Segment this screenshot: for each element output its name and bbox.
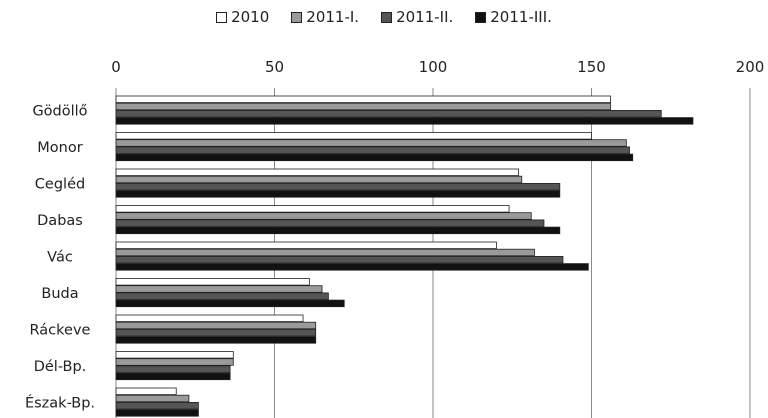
category-label-2: Cegléd (35, 176, 85, 192)
legend-swatch-2011-i (291, 11, 303, 23)
bar-1-0 (115, 132, 592, 140)
x-tick-label-150: 150 (577, 58, 606, 76)
bar-5-1 (115, 285, 323, 293)
bar-0-1 (115, 102, 611, 111)
category-label-6: Ráckeve (30, 322, 91, 338)
bar-4-2 (115, 255, 564, 264)
bar-6-0 (115, 314, 304, 322)
bar-5-3 (115, 299, 345, 308)
bar-6-2 (115, 328, 317, 337)
bar-2-2 (115, 182, 561, 191)
bar-1-1 (115, 139, 627, 147)
bar-3-0 (115, 205, 510, 213)
legend-label-2011-ii: 2011-II. (396, 8, 454, 26)
bar-8-3 (115, 409, 199, 417)
bar-4-3 (115, 263, 589, 271)
bar-6-3 (115, 336, 317, 344)
legend-swatch-2011-ii (381, 11, 393, 23)
legend-item-2011-ii: 2011-II. (381, 8, 453, 26)
x-tick-label-50: 50 (265, 58, 284, 76)
bar-8-1 (115, 394, 190, 403)
bar-1-2 (115, 146, 630, 154)
bar-5-2 (115, 292, 329, 300)
bar-4-0 (115, 241, 497, 249)
legend-label-2011-i: 2011-I. (306, 8, 360, 26)
x-tick-label-200: 200 (736, 58, 765, 76)
bar-2-0 (115, 168, 519, 176)
x-tick-label-0: 0 (111, 58, 121, 76)
bar-8-2 (115, 401, 199, 410)
bar-7-0 (115, 351, 234, 359)
bar-8-0 (115, 387, 177, 395)
bar-4-1 (115, 248, 535, 257)
legend-swatch-2010 (216, 11, 228, 23)
legend-swatch-2011-iii (475, 11, 487, 23)
legend-item-2011-i: 2011-I. (291, 8, 359, 26)
legend-label-2011-iii: 2011-III. (490, 8, 552, 26)
bar-0-0 (115, 95, 611, 103)
bar-7-2 (115, 365, 231, 373)
category-label-3: Dabas (37, 213, 83, 229)
chart-legend: 2010 2011-I. 2011-II. 2011-III. (0, 8, 768, 26)
category-label-7: Dél-Bp. (34, 359, 87, 375)
bar-3-1 (115, 212, 532, 220)
category-label-4: Vác (47, 249, 73, 265)
bar-7-3 (115, 372, 231, 381)
category-label-5: Buda (41, 286, 78, 302)
bar-3-2 (115, 219, 545, 227)
bar-0-2 (115, 110, 662, 118)
legend-label-2010: 2010 (231, 8, 270, 26)
bar-2-1 (115, 175, 523, 184)
bar-7-1 (115, 358, 234, 366)
x-tick-label-100: 100 (419, 58, 448, 76)
bar-2-3 (115, 190, 561, 198)
category-label-8: Észak-Bp. (25, 394, 95, 411)
bar-1-3 (115, 153, 634, 162)
bar-5-0 (115, 278, 310, 286)
legend-item-2010: 2010 (216, 8, 269, 26)
legend-item-2011-iii: 2011-III. (475, 8, 552, 26)
bar-0-3 (115, 117, 694, 125)
category-label-1: Monor (37, 140, 82, 156)
category-label-0: Gödöllő (32, 103, 87, 119)
bar-6-1 (115, 321, 317, 330)
bar-3-3 (115, 226, 561, 235)
